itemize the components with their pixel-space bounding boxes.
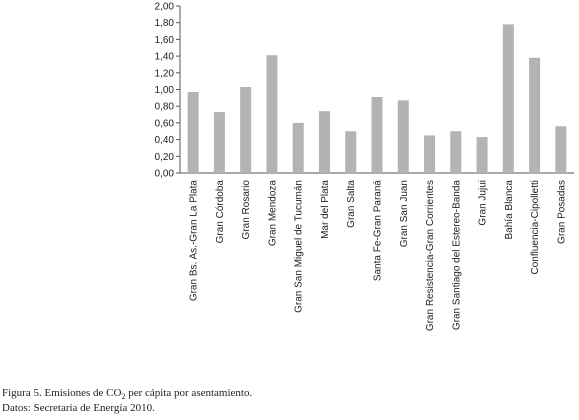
caption-part: per cápita por asentamiento. — [125, 387, 252, 399]
y-tick-label: 1,60 — [155, 35, 175, 46]
bar — [292, 122, 304, 173]
source: Datos: Secretaría de Energía 2010. — [2, 402, 155, 414]
bar — [529, 57, 541, 173]
x-tick-label: Gran Posadas — [556, 180, 567, 244]
y-tick-label: 1,00 — [155, 85, 175, 96]
y-tick-label: 0,00 — [155, 169, 175, 180]
x-tick-label: Gran Santiago del Estereo-Banda — [451, 180, 462, 331]
caption-part: Figura 5. Emisiones de CO — [2, 387, 122, 399]
bar — [213, 112, 225, 173]
x-tick-label: Gran San Miguel de Tucumán — [294, 180, 305, 313]
bar — [502, 24, 514, 174]
bar — [450, 131, 462, 173]
x-tick-label: Santa Fe-Gran Paraná — [373, 180, 384, 282]
y-tick-label: 0,80 — [155, 102, 175, 113]
x-tick-label: Mar del Plata — [320, 180, 331, 239]
bar — [555, 126, 567, 173]
y-tick-label: 2,00 — [155, 2, 175, 13]
bar — [318, 111, 330, 173]
caption: Figura 5. Emisiones de CO2 per cápita po… — [2, 387, 252, 401]
y-tick-label: 1,80 — [155, 18, 175, 29]
x-tick-label: Gran Bs. As.-Gran La Plata — [189, 180, 200, 302]
x-tick-label: Bahía Blanca — [504, 180, 515, 240]
x-tick-label: Gran Resistencia-Gran Corrientes — [425, 180, 436, 331]
bar — [397, 100, 409, 173]
y-tick-label: 1,20 — [155, 68, 175, 79]
bar — [187, 92, 199, 173]
x-tick-label: Gran Salta — [346, 180, 357, 228]
bar — [371, 97, 383, 173]
bar — [345, 131, 357, 173]
bar — [476, 137, 488, 173]
y-tick-label: 1,40 — [155, 52, 175, 63]
bar — [424, 135, 436, 173]
y-tick-label: 0,40 — [155, 135, 175, 146]
x-tick-label: Gran Jujui — [478, 180, 489, 226]
bar — [266, 55, 278, 173]
caption-subscript: 2 — [121, 392, 125, 401]
x-tick-label: Gran Mendoza — [267, 180, 278, 247]
y-tick-label: 0,60 — [155, 118, 175, 129]
x-tick-label: Gran Córdoba — [215, 180, 226, 244]
x-tick-label: Gran San Juan — [399, 180, 410, 247]
bar — [240, 86, 252, 173]
x-tick-label: Confluencia-Cipolletti — [530, 180, 541, 275]
y-tick-label: 0,20 — [155, 152, 175, 163]
x-tick-label: Gran Rosario — [241, 180, 252, 240]
